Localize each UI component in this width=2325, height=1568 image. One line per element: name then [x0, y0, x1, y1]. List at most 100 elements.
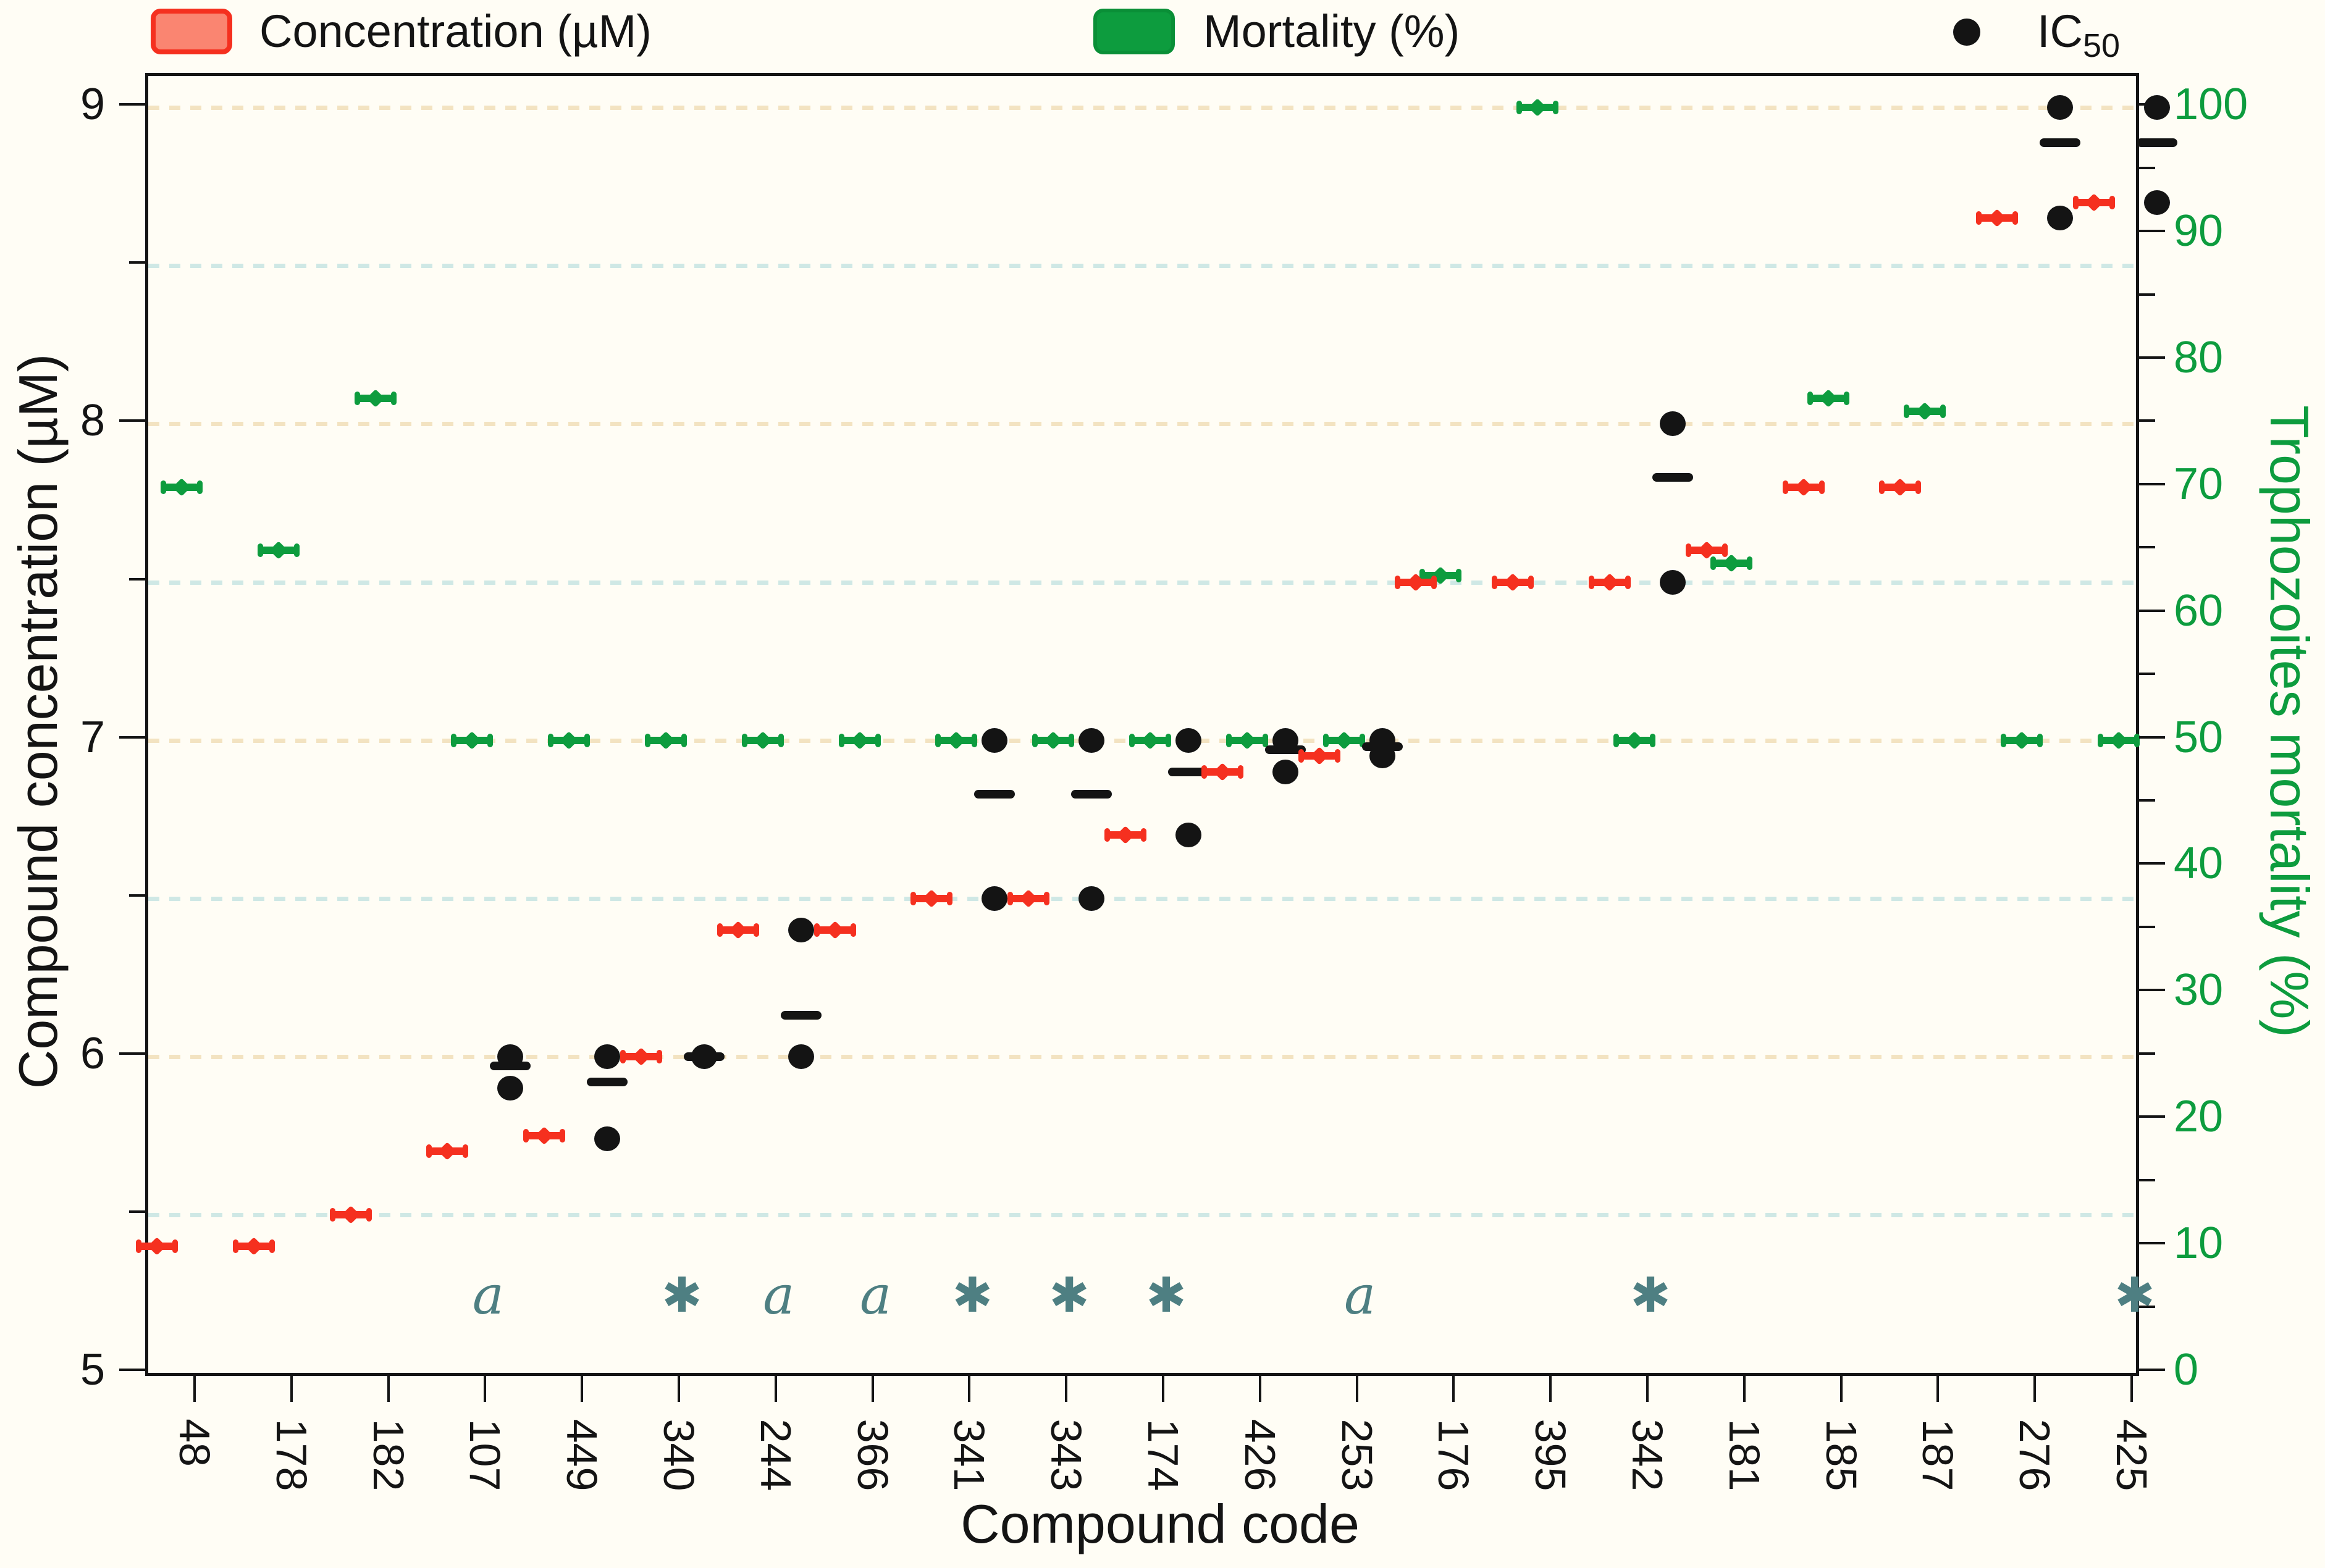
- marker-mortality-342-cap-right: [1650, 733, 1655, 747]
- marker-concentration-366-cap-left: [814, 923, 820, 937]
- marker-mortality-253-diamond: [1334, 731, 1353, 750]
- y-tick-left-minor: [129, 1210, 145, 1213]
- annotation-symbol-341: ✱: [952, 1268, 993, 1323]
- x-tick-label: 341: [945, 1419, 994, 1491]
- marker-mortality-343: [1032, 731, 1075, 750]
- marker-mortality-178-cap-right: [293, 543, 300, 558]
- marker-mortality-426-diamond: [1237, 731, 1256, 750]
- marker-concentration-178-cap-right: [269, 1239, 275, 1254]
- marker-concentration-449-cap-left: [523, 1128, 529, 1142]
- gridline-9: [148, 106, 2136, 111]
- ic50-dot-341: [982, 727, 1008, 753]
- marker-concentration-187: [1879, 477, 1922, 497]
- y-tick-left-minor: [129, 261, 145, 264]
- marker-mortality-366-cap-left: [838, 733, 844, 747]
- marker-mortality-176-cap-right: [1456, 569, 1462, 583]
- x-tick: [1549, 1376, 1552, 1402]
- ic50-dot-425: [2144, 95, 2170, 120]
- marker-mortality-185-diamond: [1818, 389, 1838, 408]
- marker-mortality-276-cap-left: [2001, 733, 2007, 747]
- marker-mortality-341-cap-right: [972, 733, 978, 747]
- marker-mortality-244-cap-left: [741, 733, 747, 747]
- annotation-symbol-107: a: [472, 1265, 505, 1327]
- x-tick: [871, 1376, 874, 1402]
- marker-mortality-244: [741, 731, 784, 750]
- x-tick: [1936, 1376, 1940, 1402]
- legend-label-concentration: Concentration (µM): [259, 6, 652, 57]
- marker-concentration-340-cap-left: [620, 1049, 626, 1063]
- marker-mortality-48-diamond: [172, 477, 191, 497]
- marker-mortality-107-cap-right: [487, 733, 494, 747]
- y-tick-label-right: 90: [2174, 206, 2224, 256]
- marker-mortality-187-diamond: [1915, 402, 1935, 421]
- x-tick-label: 426: [1235, 1419, 1284, 1491]
- x-tick-label: 340: [655, 1419, 703, 1491]
- marker-mortality-395-diamond: [1528, 98, 1547, 117]
- marker-concentration-340-diamond: [632, 1047, 650, 1066]
- marker-mortality-340-cap-right: [681, 733, 687, 747]
- marker-mortality-425-diamond: [2109, 731, 2128, 750]
- marker-mortality-178-cap-left: [257, 543, 263, 558]
- marker-mortality-244-diamond: [753, 731, 772, 750]
- marker-concentration-181-cap-left: [1685, 543, 1691, 558]
- marker-concentration-276-cap-left: [1976, 211, 1982, 225]
- plot-area: a ✱ a a ✱ ✱ ✱ a ✱ ✱: [136, 73, 2177, 1376]
- marker-mortality-395-cap-left: [1516, 101, 1523, 115]
- marker-concentration-174-cap-right: [1141, 828, 1146, 842]
- marker-concentration-185-cap-right: [1818, 480, 1825, 494]
- marker-mortality-425-cap-left: [2098, 733, 2103, 747]
- y-tick-right-minor: [2139, 546, 2155, 549]
- legend-label-ic50: IC50: [2037, 7, 2120, 70]
- y-tick-label-left: 9: [80, 80, 105, 130]
- marker-concentration-187-cap-right: [1915, 480, 1922, 494]
- marker-concentration-366-diamond: [825, 921, 844, 939]
- marker-mortality-276-cap-right: [2037, 733, 2043, 747]
- marker-concentration-343-cap-left: [1007, 891, 1014, 905]
- marker-mortality-178: [257, 541, 300, 560]
- marker-concentration-178-diamond: [244, 1237, 263, 1256]
- ic50-dot-425: [2144, 190, 2170, 215]
- marker-concentration-449-diamond: [535, 1126, 554, 1145]
- marker-mortality-340-diamond: [657, 731, 675, 750]
- ic50-dot-341: [982, 886, 1008, 911]
- ic50-dot-426: [1272, 759, 1298, 784]
- marker-concentration-342-cap-right: [1625, 575, 1631, 589]
- ic50-median-dash-174: [1168, 767, 1209, 776]
- marker-concentration-185-cap-left: [1782, 480, 1788, 494]
- y-tick-left-major: [119, 1369, 145, 1371]
- marker-concentration-178-cap-left: [232, 1239, 238, 1254]
- marker-concentration-342-cap-left: [1589, 575, 1594, 589]
- marker-concentration-341-cap-left: [910, 891, 917, 905]
- ic50-median-dash-449: [587, 1077, 628, 1086]
- gridline-7.5: [148, 580, 2136, 585]
- marker-concentration-395-diamond: [1503, 572, 1523, 592]
- marker-mortality-48: [161, 477, 203, 497]
- marker-concentration-426-cap-right: [1237, 765, 1243, 779]
- marker-mortality-340-cap-left: [645, 733, 650, 747]
- marker-concentration-107-diamond: [438, 1142, 457, 1161]
- marker-mortality-107: [451, 731, 494, 750]
- annotation-symbol-253: a: [1343, 1265, 1376, 1327]
- marker-mortality-395-cap-right: [1553, 101, 1559, 115]
- marker-mortality-182-cap-left: [354, 392, 360, 406]
- x-tick-label: 176: [1429, 1419, 1478, 1491]
- annotation-symbol-343: ✱: [1049, 1268, 1090, 1323]
- marker-mortality-342: [1613, 731, 1655, 750]
- annotation-symbol-366: a: [859, 1265, 892, 1327]
- ic50-median-dash-244: [780, 1011, 822, 1020]
- x-tick: [1065, 1376, 1068, 1402]
- marker-mortality-187-cap-right: [1940, 404, 1946, 418]
- chart-legend: Concentration (µM) Mortality (%) IC50: [0, 0, 2325, 68]
- marker-concentration-107-cap-right: [463, 1144, 469, 1159]
- x-tick-label: 182: [364, 1419, 413, 1491]
- marker-mortality-253-cap-left: [1322, 733, 1329, 747]
- marker-mortality-425-cap-right: [2134, 733, 2140, 747]
- x-tick-label: 178: [267, 1419, 316, 1491]
- ic50-dot-342: [1660, 569, 1686, 595]
- gridline-5.5: [148, 1212, 2136, 1217]
- marker-mortality-343-cap-right: [1069, 733, 1075, 747]
- x-tick: [484, 1376, 487, 1402]
- x-tick: [581, 1376, 584, 1402]
- x-tick: [1162, 1376, 1164, 1402]
- y-tick-right-minor: [2139, 1178, 2155, 1181]
